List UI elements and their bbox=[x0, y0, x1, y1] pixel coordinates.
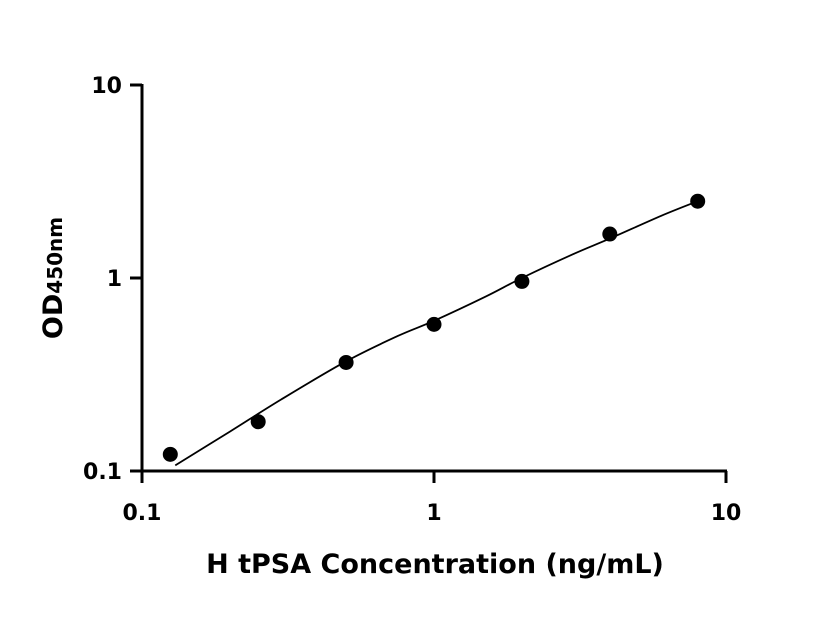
data-point bbox=[162, 446, 178, 462]
x-ticks: 0.1 1 10 bbox=[123, 471, 742, 526]
data-points bbox=[162, 193, 706, 462]
data-point bbox=[426, 316, 442, 332]
y-tick-label: 0.1 bbox=[83, 460, 122, 485]
x-tick-label: 0.1 bbox=[123, 501, 162, 526]
y-tick-label: 10 bbox=[91, 74, 122, 99]
y-axis-title-main: OD bbox=[38, 294, 69, 339]
x-tick-label: 1 bbox=[426, 501, 441, 526]
data-point bbox=[514, 273, 530, 289]
axes bbox=[140, 84, 727, 473]
x-tick-label: 10 bbox=[711, 501, 742, 526]
y-ticks: 0.1 1 10 bbox=[83, 74, 142, 485]
y-axis-title: OD450nm bbox=[38, 217, 69, 339]
x-axis-title: H tPSA Concentration (ng/mL) bbox=[206, 549, 664, 580]
y-axis-title-subscript: 450nm bbox=[43, 217, 67, 294]
data-point bbox=[690, 193, 706, 209]
data-point bbox=[250, 414, 266, 430]
y-tick-label: 1 bbox=[107, 267, 122, 292]
data-point bbox=[602, 226, 618, 242]
data-point bbox=[338, 354, 354, 370]
